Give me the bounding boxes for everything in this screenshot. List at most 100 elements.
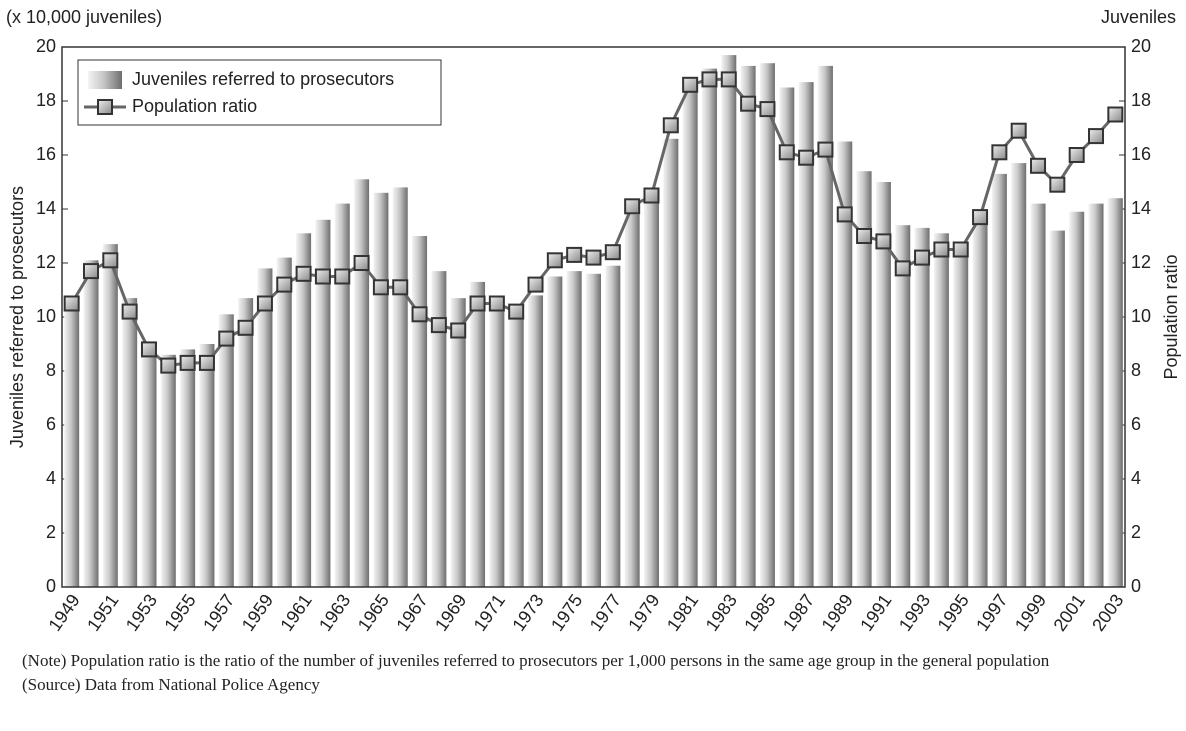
notes: (Note) Population ratio is the ratio of …: [22, 650, 1167, 698]
marker: [933, 241, 950, 258]
y-axis-label: Juveniles referred to prosecutors: [7, 186, 27, 448]
marker: [140, 341, 157, 358]
marker: [276, 276, 293, 293]
legend-label: Population ratio: [132, 96, 257, 116]
marker: [392, 279, 409, 296]
x-tick-label: 1983: [702, 591, 741, 635]
bar: [701, 68, 717, 588]
bar: [566, 271, 582, 587]
bar: [875, 182, 891, 587]
marker: [662, 117, 679, 134]
x-tick-label: 1971: [470, 591, 509, 635]
x-tick-label: 1999: [1011, 591, 1050, 635]
bar: [624, 214, 640, 587]
bar: [257, 268, 273, 587]
bar: [1011, 163, 1027, 587]
marker: [411, 306, 428, 323]
marker: [566, 246, 583, 263]
marker: [836, 206, 853, 223]
marker: [643, 187, 660, 204]
marker: [295, 265, 312, 282]
x-tick-label: 1965: [354, 591, 393, 635]
marker: [875, 233, 892, 250]
y-tick-label: 2: [46, 522, 56, 542]
note: (Source) Data from National Police Agenc…: [22, 675, 320, 694]
bar: [914, 227, 930, 587]
bar: [740, 65, 756, 587]
y-tick-label: 12: [36, 252, 56, 272]
marker: [778, 144, 795, 161]
bar: [470, 281, 486, 587]
legend-swatch: [88, 71, 122, 89]
y2-tick-label: 14: [1131, 198, 1151, 218]
bar: [586, 273, 601, 587]
marker: [450, 322, 467, 339]
bar: [721, 55, 737, 588]
bar: [837, 141, 853, 587]
x-tick-label: 1969: [431, 591, 470, 635]
x-tick-label: 1979: [624, 591, 663, 635]
y-tick-label: 0: [46, 576, 56, 596]
bar: [605, 265, 621, 587]
marker: [972, 209, 989, 226]
x-tick-label: 1975: [547, 591, 586, 635]
bar: [450, 298, 466, 587]
marker: [991, 144, 1008, 161]
bar: [1107, 198, 1123, 587]
x-tick-label: 1957: [199, 591, 238, 635]
y2-tick-label: 0: [1131, 576, 1141, 596]
marker: [63, 295, 80, 312]
bar: [412, 236, 428, 587]
plot-frame: [61, 46, 1126, 588]
marker: [856, 228, 873, 244]
bar: [643, 198, 659, 587]
bar: [1049, 230, 1065, 587]
marker: [952, 241, 969, 258]
y-tick-label: 18: [36, 90, 56, 110]
y2-tick-label: 10: [1131, 306, 1151, 326]
bar: [315, 219, 331, 588]
y2-tick-label: 4: [1131, 468, 1141, 488]
note: (Note) Population ratio is the ratio of …: [22, 651, 1050, 670]
marker: [256, 295, 273, 312]
y-tick-label: 16: [36, 144, 56, 164]
y2-unit-label: Juveniles: [1101, 7, 1176, 27]
bar: [218, 314, 234, 587]
bar: [373, 192, 389, 588]
x-tick-label: 1997: [972, 591, 1011, 635]
marker: [1010, 122, 1027, 139]
marker: [469, 295, 486, 312]
marker: [798, 149, 815, 166]
x-tick-label: 1993: [895, 591, 934, 635]
y-tick-label: 8: [46, 360, 56, 380]
marker: [604, 244, 621, 261]
bar: [83, 260, 99, 587]
bar: [759, 63, 775, 587]
x-tick-label: 1961: [276, 591, 315, 635]
marker: [527, 276, 544, 293]
marker: [682, 76, 699, 93]
marker: [218, 330, 235, 347]
bar: [528, 295, 544, 587]
marker: [914, 249, 931, 266]
bar: [933, 233, 949, 588]
x-tick-label: 1973: [508, 591, 547, 635]
x-tick-label: 2001: [1049, 591, 1088, 635]
marker: [585, 249, 602, 266]
bar: [276, 257, 292, 587]
x-tick-label: 1955: [160, 591, 199, 635]
x-tick-label: 1995: [934, 591, 973, 635]
bar: [354, 179, 370, 588]
marker: [508, 303, 525, 320]
bar: [547, 276, 563, 587]
bar: [1088, 203, 1104, 587]
marker: [488, 295, 505, 312]
x-tick-label: 1985: [740, 591, 779, 635]
x-tick-label: 1967: [392, 591, 431, 635]
marker: [353, 255, 370, 271]
bar: [489, 303, 505, 587]
x-tick-label: 2003: [1088, 591, 1127, 635]
y-tick-label: 14: [36, 198, 56, 218]
bar: [160, 354, 176, 587]
marker: [720, 71, 737, 88]
